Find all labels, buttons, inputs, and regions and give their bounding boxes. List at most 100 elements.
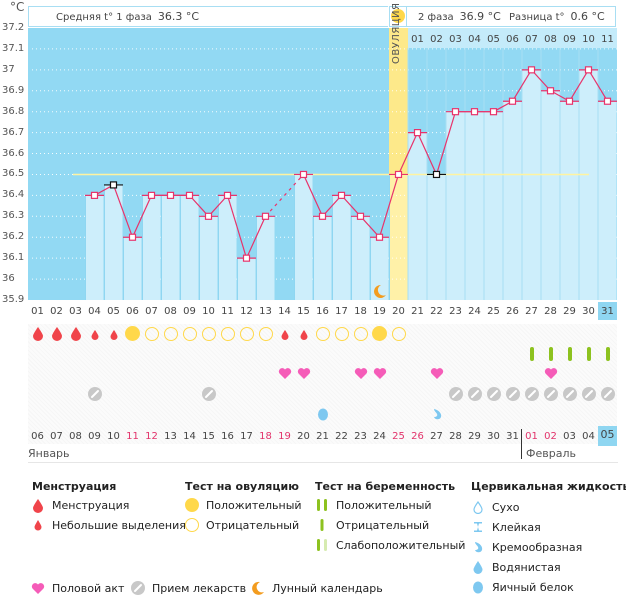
sun-outline-icon[interactable]	[237, 324, 256, 343]
small-blood-drop-icon[interactable]	[294, 324, 313, 343]
calendar-date[interactable]: 01	[525, 431, 538, 442]
heart-icon[interactable]	[541, 364, 560, 383]
cycle-day-label[interactable]: 21	[411, 306, 424, 317]
cycle-day-label[interactable]: 10	[202, 306, 215, 317]
cycle-day-label[interactable]: 13	[259, 306, 272, 317]
cycle-day-label[interactable]: 31	[601, 306, 614, 317]
calendar-date[interactable]: 09	[88, 431, 101, 442]
heart-icon[interactable]	[294, 364, 313, 383]
cycle-day-label[interactable]: 26	[506, 306, 519, 317]
pill-icon[interactable]	[541, 384, 560, 403]
calendar-date[interactable]: 30	[487, 431, 500, 442]
calendar-date[interactable]: 31	[506, 431, 519, 442]
pill-icon[interactable]	[503, 384, 522, 403]
cycle-day-label[interactable]: 12	[240, 306, 253, 317]
sun-outline-icon[interactable]	[351, 324, 370, 343]
cycle-day-label[interactable]: 18	[354, 306, 367, 317]
calendar-date[interactable]: 16	[221, 431, 234, 442]
calendar-date[interactable]: 17	[240, 431, 253, 442]
heart-icon[interactable]	[351, 364, 370, 383]
cycle-day-label[interactable]: 09	[183, 306, 196, 317]
blood-drop-icon[interactable]	[66, 324, 85, 343]
heart-icon[interactable]	[370, 364, 389, 383]
cycle-day-label[interactable]: 14	[278, 306, 291, 317]
cycle-day-label[interactable]: 22	[430, 306, 443, 317]
small-blood-drop-icon[interactable]	[104, 324, 123, 343]
calendar-date[interactable]: 26	[411, 431, 424, 442]
calendar-date[interactable]: 22	[335, 431, 348, 442]
cycle-day-label[interactable]: 02	[50, 306, 63, 317]
heart-icon[interactable]	[275, 364, 294, 383]
moon-icon[interactable]	[370, 282, 389, 301]
pill-icon[interactable]	[465, 384, 484, 403]
calendar-date[interactable]: 25	[392, 431, 405, 442]
cycle-day-label[interactable]: 06	[126, 306, 139, 317]
calendar-date[interactable]: 20	[297, 431, 310, 442]
blood-drop-icon[interactable]	[47, 324, 66, 343]
calendar-date[interactable]: 02	[544, 431, 557, 442]
sun-outline-icon[interactable]	[218, 324, 237, 343]
cycle-day-label[interactable]: 23	[449, 306, 462, 317]
calendar-date[interactable]: 06	[31, 431, 44, 442]
cycle-day-label[interactable]: 24	[468, 306, 481, 317]
calendar-today[interactable]: 05	[598, 426, 617, 446]
small-blood-drop-icon[interactable]	[275, 324, 294, 343]
creamy-icon[interactable]	[427, 404, 446, 423]
cycle-day-label[interactable]: 30	[582, 306, 595, 317]
calendar-date[interactable]: 08	[69, 431, 82, 442]
calendar-date[interactable]: 11	[126, 431, 139, 442]
cycle-day-label[interactable]: 27	[525, 306, 538, 317]
pill-icon[interactable]	[598, 384, 617, 403]
cycle-day-label[interactable]: 15	[297, 306, 310, 317]
cycle-day-label[interactable]: 29	[563, 306, 576, 317]
calendar-date[interactable]: 21	[316, 431, 329, 442]
heart-icon[interactable]	[427, 364, 446, 383]
calendar-date[interactable]: 03	[563, 431, 576, 442]
calendar-date[interactable]: 04	[582, 431, 595, 442]
cycle-day-label[interactable]: 25	[487, 306, 500, 317]
pill-icon[interactable]	[484, 384, 503, 403]
single-line-icon[interactable]	[560, 344, 579, 363]
cycle-day-label[interactable]: 17	[335, 306, 348, 317]
pill-icon[interactable]	[199, 384, 218, 403]
cycle-day-label[interactable]: 11	[221, 306, 234, 317]
sun-outline-icon[interactable]	[389, 324, 408, 343]
calendar-date[interactable]: 07	[50, 431, 63, 442]
single-line-icon[interactable]	[541, 344, 560, 363]
pill-icon[interactable]	[560, 384, 579, 403]
cycle-day-label[interactable]: 07	[145, 306, 158, 317]
sun-outline-icon[interactable]	[161, 324, 180, 343]
cycle-day-label[interactable]: 01	[31, 306, 44, 317]
calendar-date[interactable]: 14	[183, 431, 196, 442]
cycle-day-label[interactable]: 04	[88, 306, 101, 317]
pill-icon[interactable]	[85, 384, 104, 403]
calendar-date[interactable]: 24	[373, 431, 386, 442]
cycle-day-label[interactable]: 20	[392, 306, 405, 317]
sun-outline-icon[interactable]	[332, 324, 351, 343]
calendar-date[interactable]: 23	[354, 431, 367, 442]
pill-icon[interactable]	[579, 384, 598, 403]
pill-icon[interactable]	[446, 384, 465, 403]
sun-outline-icon[interactable]	[142, 324, 161, 343]
calendar-date[interactable]: 28	[449, 431, 462, 442]
cycle-day-label[interactable]: 03	[69, 306, 82, 317]
calendar-date[interactable]: 15	[202, 431, 215, 442]
sun-outline-icon[interactable]	[199, 324, 218, 343]
small-blood-drop-icon[interactable]	[85, 324, 104, 343]
calendar-date[interactable]: 13	[164, 431, 177, 442]
cycle-day-label[interactable]: 19	[373, 306, 386, 317]
single-line-icon[interactable]	[579, 344, 598, 363]
cycle-day-label[interactable]: 05	[107, 306, 120, 317]
cycle-day-label[interactable]: 28	[544, 306, 557, 317]
calendar-date[interactable]: 12	[145, 431, 158, 442]
cycle-day-label[interactable]: 16	[316, 306, 329, 317]
calendar-date[interactable]: 29	[468, 431, 481, 442]
egg-white-icon[interactable]	[313, 404, 332, 423]
cycle-day-label[interactable]: 08	[164, 306, 177, 317]
single-line-icon[interactable]	[598, 344, 617, 363]
sun-outline-icon[interactable]	[313, 324, 332, 343]
blood-drop-icon[interactable]	[28, 324, 47, 343]
pill-icon[interactable]	[522, 384, 541, 403]
calendar-date[interactable]: 18	[259, 431, 272, 442]
calendar-date[interactable]: 27	[430, 431, 443, 442]
